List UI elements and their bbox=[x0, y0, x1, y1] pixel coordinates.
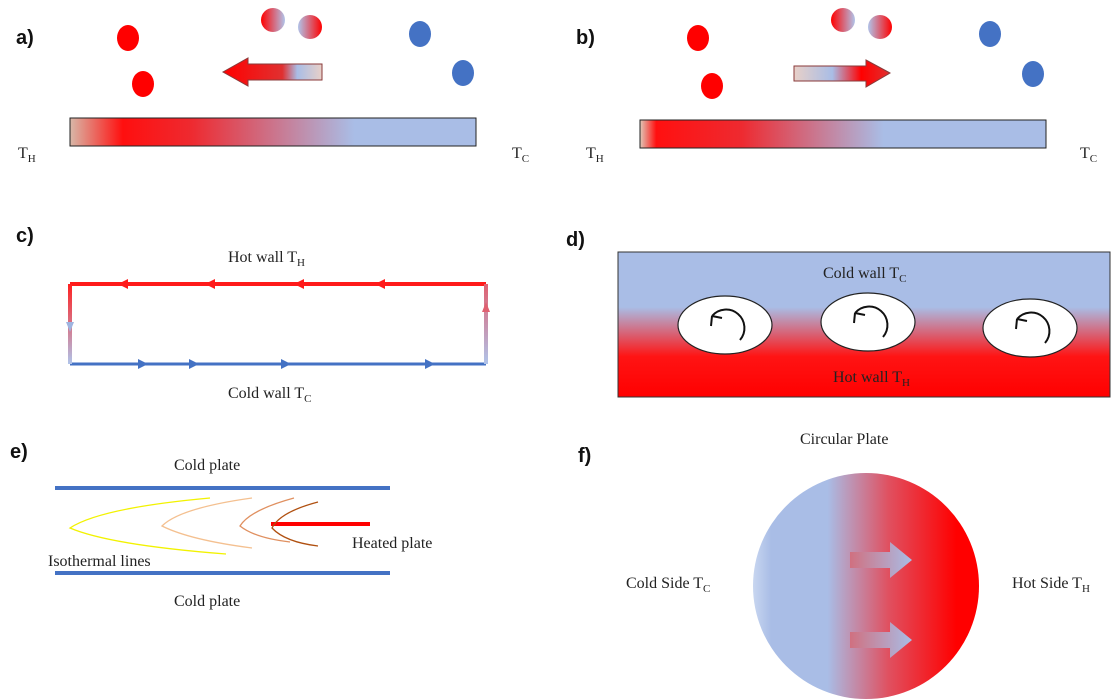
particle bbox=[831, 8, 855, 32]
particle bbox=[298, 15, 322, 39]
particle bbox=[261, 8, 285, 32]
arrowhead bbox=[66, 322, 74, 332]
isotherm-label: Isothermal lines bbox=[48, 553, 151, 570]
cold-side-label: Cold Side TC bbox=[626, 575, 710, 595]
cold-plate-label: Cold plate bbox=[174, 593, 240, 610]
particle bbox=[868, 15, 892, 39]
hot-side-label: Hot Side TH bbox=[1012, 575, 1090, 595]
side bbox=[484, 284, 488, 364]
panel-label: c) bbox=[16, 225, 34, 247]
bar bbox=[70, 118, 476, 146]
arrow bbox=[223, 58, 322, 86]
particle bbox=[701, 73, 723, 99]
figure: a) TH TC b) TH TC c) Hot wall TH Cold wa… bbox=[0, 0, 1111, 700]
hot-wall-label: Hot wall TH bbox=[228, 249, 305, 269]
cold-wall-label: Cold wall TC bbox=[228, 385, 312, 405]
particle bbox=[687, 25, 709, 51]
particle bbox=[117, 25, 139, 51]
tc-label: TC bbox=[512, 145, 529, 165]
plate-title: Circular Plate bbox=[800, 431, 888, 448]
particle bbox=[1022, 61, 1044, 87]
cold-plate-label: Cold plate bbox=[174, 457, 240, 474]
particle bbox=[452, 60, 474, 86]
particle bbox=[132, 71, 154, 97]
heated-plate-label: Heated plate bbox=[352, 535, 432, 552]
th-label: TH bbox=[586, 145, 604, 165]
panel-label: a) bbox=[16, 27, 34, 49]
arrow bbox=[794, 60, 890, 87]
circular-plate bbox=[753, 473, 979, 699]
panel-label: e) bbox=[10, 441, 28, 463]
panel-label: d) bbox=[566, 229, 585, 251]
th-label: TH bbox=[18, 145, 36, 165]
panel-label: b) bbox=[576, 27, 595, 49]
bar bbox=[640, 120, 1046, 148]
arrowhead bbox=[482, 302, 490, 312]
tc-label: TC bbox=[1080, 145, 1097, 165]
particle bbox=[979, 21, 1001, 47]
panel-label: f) bbox=[578, 445, 591, 467]
particle bbox=[409, 21, 431, 47]
